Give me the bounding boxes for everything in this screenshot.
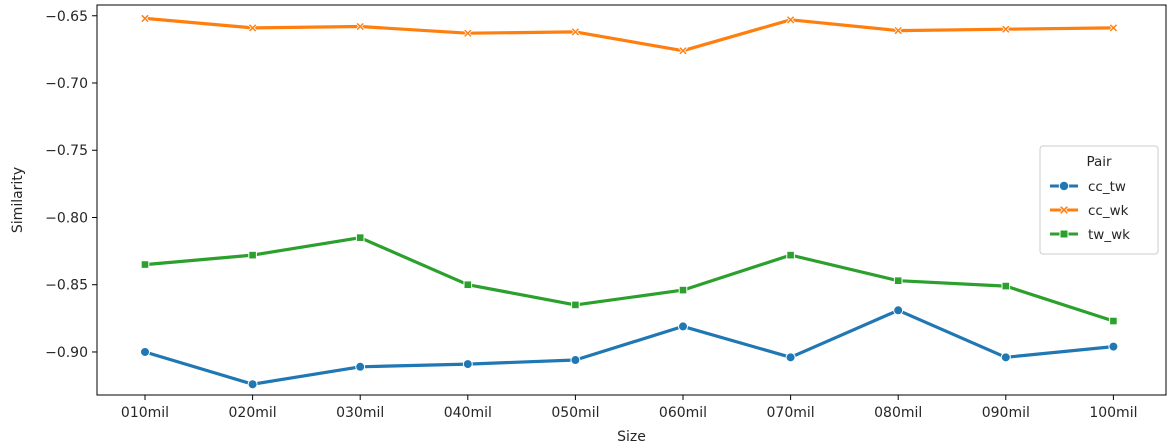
- data-point-cc_tw: [1108, 341, 1119, 352]
- series-tw_wk: [140, 233, 1118, 326]
- x-tick-label: 020mil: [229, 405, 277, 421]
- data-point-cc_wk: [678, 45, 688, 56]
- data-point-cc_tw: [355, 361, 366, 372]
- data-point-tw_wk: [893, 276, 903, 285]
- legend-item-cc_wk: cc_wk: [1050, 203, 1129, 219]
- data-point-tw_wk: [463, 280, 473, 290]
- x-axis: 010mil 020mil 030mil 040mil 050mil 060mil 070m…: [121, 395, 1137, 421]
- data-point-cc_tw: [1000, 352, 1011, 363]
- legend-swatch-marker: [1059, 229, 1069, 239]
- legend-item-cc_tw: cc_tw: [1050, 179, 1126, 195]
- x-tick-label: 010mil: [121, 405, 169, 421]
- data-point-cc_wk: [463, 28, 473, 39]
- data-point-cc_wk: [247, 23, 258, 33]
- x-tick-label: 050mil: [551, 405, 599, 421]
- x-tick-label: 040mil: [444, 405, 492, 421]
- data-point-cc_wk: [1001, 24, 1011, 34]
- data-point-tw_wk: [786, 250, 795, 260]
- series-layer: [140, 13, 1119, 390]
- x-tick-label: 070mil: [767, 405, 815, 421]
- data-point-cc_wk: [570, 27, 581, 37]
- legend: Pair cc_tw cc_wk tw_wk: [1039, 145, 1159, 255]
- plot-area: [96, 4, 1167, 396]
- data-point-cc_wk: [355, 21, 365, 32]
- legend-label: tw_wk: [1088, 227, 1130, 243]
- legend-swatch-marker: [1059, 205, 1069, 215]
- y-tick-label: −0.70: [45, 76, 88, 92]
- legend-items: cc_tw cc_wk tw_wk: [1050, 179, 1130, 243]
- data-point-tw_wk: [248, 250, 257, 260]
- x-axis-title: Size: [617, 429, 646, 445]
- series-cc_tw: [140, 305, 1119, 390]
- data-point-tw_wk: [1109, 316, 1118, 326]
- x-tick-label: 090mil: [982, 405, 1030, 421]
- x-tick-label: 060mil: [659, 405, 707, 421]
- y-tick-label: −0.85: [45, 278, 88, 294]
- series-cc_wk: [140, 13, 1119, 56]
- data-point-cc_tw: [678, 321, 688, 332]
- y-axis-title: Similarity: [10, 167, 26, 233]
- y-tick-label: −0.80: [45, 210, 88, 226]
- data-point-tw_wk: [678, 285, 688, 295]
- legend-box: [1039, 145, 1159, 255]
- data-point-cc_tw: [785, 352, 796, 363]
- data-point-cc_wk: [893, 25, 903, 36]
- x-tick-label: 080mil: [874, 405, 922, 421]
- data-point-cc_wk: [140, 13, 150, 24]
- legend-title: Pair: [1086, 154, 1112, 170]
- data-point-cc_wk: [785, 15, 796, 25]
- series-line-cc_tw: [143, 308, 1116, 386]
- legend-label: cc_tw: [1088, 179, 1126, 195]
- x-tick-label: 030mil: [336, 405, 384, 421]
- data-point-tw_wk: [140, 260, 150, 269]
- data-point-cc_tw: [247, 379, 258, 390]
- data-point-tw_wk: [571, 300, 580, 310]
- data-point-tw_wk: [355, 233, 365, 242]
- y-tick-label: −0.90: [45, 345, 88, 361]
- data-point-cc_tw: [893, 305, 904, 316]
- y-tick-label: −0.65: [45, 9, 88, 25]
- y-axis: −0.65 −0.70 −0.75 −0.80 −0.85 −0.90: [45, 9, 97, 361]
- legend-item-tw_wk: tw_wk: [1050, 227, 1130, 243]
- legend-label: cc_wk: [1088, 203, 1129, 219]
- legend-swatch-marker: [1058, 180, 1070, 192]
- x-tick-label: 100mil: [1089, 405, 1137, 421]
- data-point-cc_tw: [462, 359, 473, 370]
- series-line-cc_wk: [143, 16, 1116, 53]
- data-point-cc_tw: [140, 346, 150, 357]
- series-line-tw_wk: [143, 236, 1116, 323]
- data-point-tw_wk: [1001, 281, 1011, 291]
- data-point-cc_tw: [570, 355, 581, 366]
- data-point-cc_wk: [1108, 23, 1119, 33]
- y-tick-label: −0.75: [45, 143, 88, 159]
